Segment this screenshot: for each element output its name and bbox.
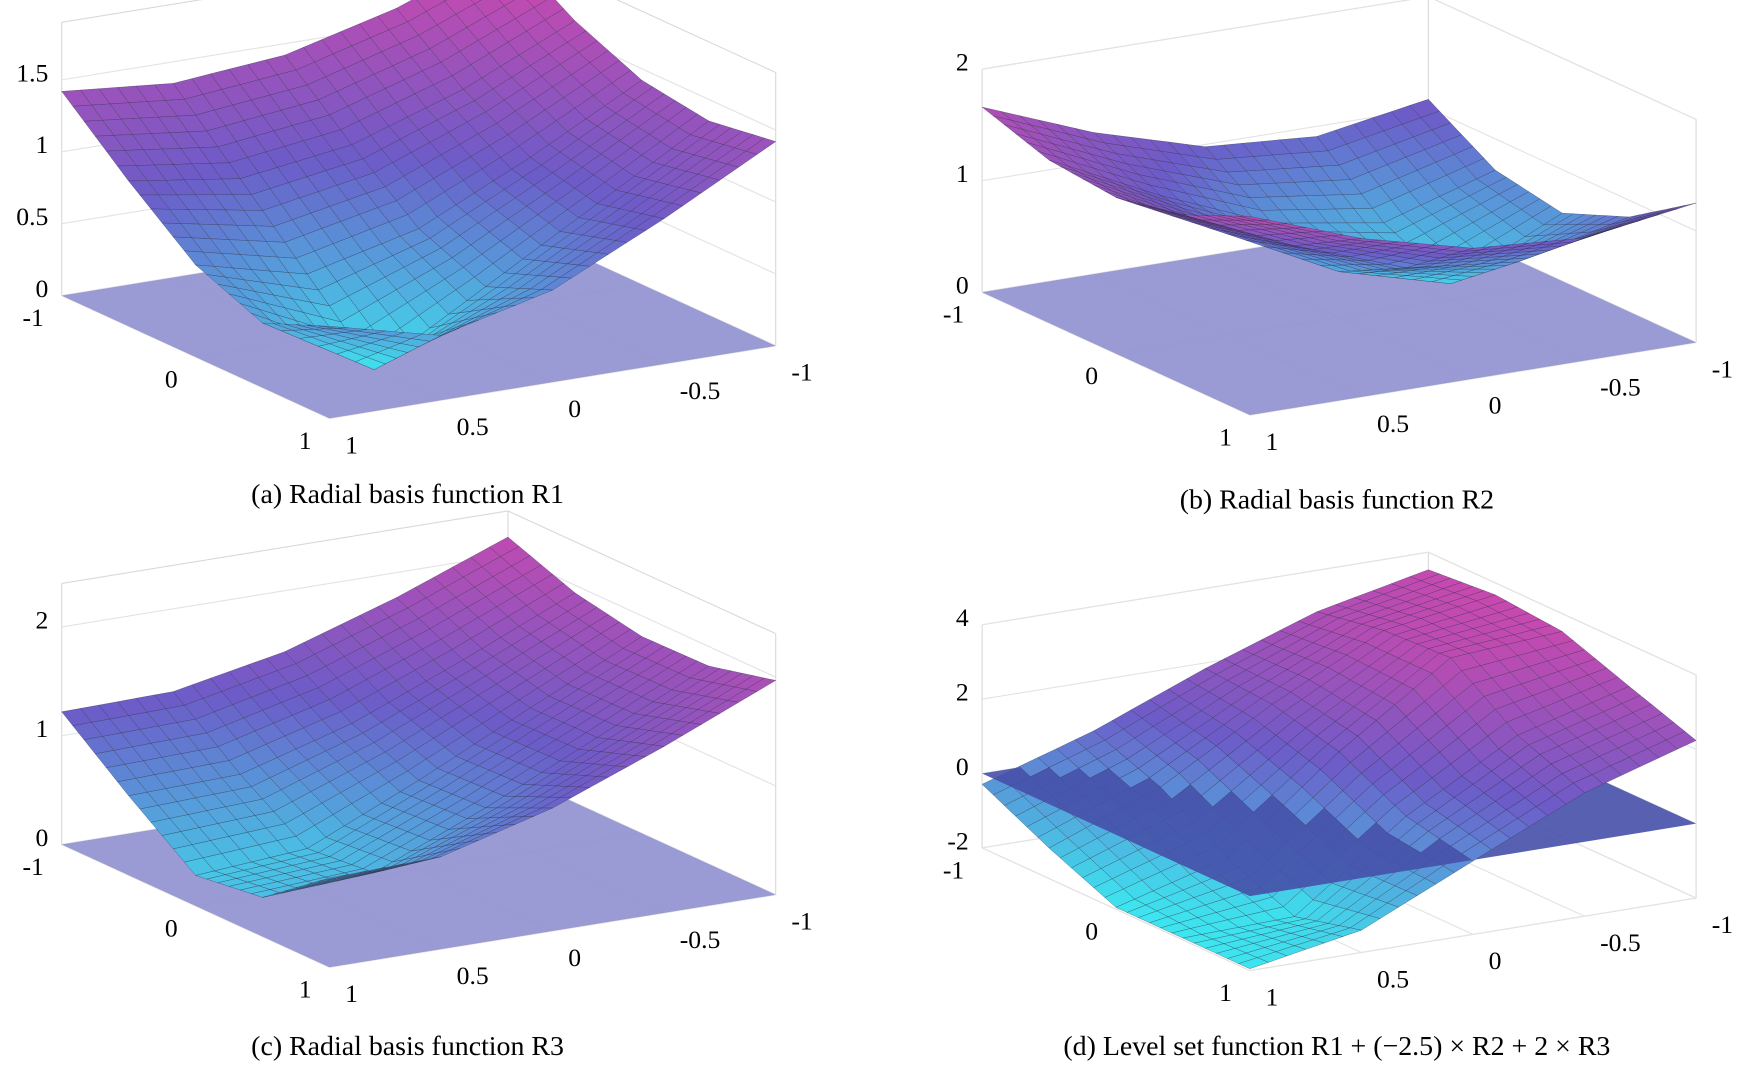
x-tick-label: -0.5 [1600, 373, 1641, 402]
caption: (c) Radial basis function R3 [251, 1031, 564, 1062]
y-tick-label: 0 [165, 913, 178, 942]
z-tick-label: 0 [35, 823, 48, 852]
y-tick-label: -1 [23, 852, 44, 881]
y-tick-label: -1 [943, 300, 964, 329]
y-tick-label: -1 [23, 303, 44, 332]
z-tick-label: 0 [956, 271, 969, 300]
z-tick-label: -2 [947, 826, 968, 855]
x-tick-label: -1 [791, 358, 812, 387]
y-tick-label: 0 [165, 364, 178, 393]
surface-panel: 012-101-1-0.500.51(b) Radial basis funct… [943, 0, 1733, 515]
z-tick-label: 0.5 [16, 202, 48, 231]
level-plane [982, 219, 1697, 416]
surface-panel: 012-101-1-0.500.51(c) Radial basis funct… [23, 510, 813, 1062]
y-tick-label: -1 [943, 855, 964, 884]
z-tick-label: 2 [956, 678, 969, 707]
surface-patch [1238, 957, 1270, 969]
surface-patch [1160, 773, 1191, 800]
axis-box [61, 510, 509, 585]
x-tick-label: 0 [1489, 946, 1502, 975]
z-tick-label: 1 [956, 159, 969, 188]
x-tick-label: 0.5 [457, 961, 489, 990]
x-tick-label: 1 [345, 979, 358, 1008]
y-tick-label: 0 [1085, 361, 1098, 390]
y-tick-label: 1 [1219, 978, 1232, 1007]
surface-panel: -2 0 2 4 -1 0 1 -1 -0.5 0 0.5 1 (d) Level set functi… [943, 551, 1733, 1062]
z-tick-label: 1 [35, 714, 48, 743]
x-tick-label: 1 [1265, 982, 1278, 1011]
x-tick-label: 0.5 [457, 412, 489, 441]
x-tick-label: -1 [1712, 354, 1733, 383]
z-tick-label: 4 [956, 603, 969, 632]
z-tick-label: 0 [35, 274, 48, 303]
z-tick-label: 0 [956, 752, 969, 781]
x-tick-label: 0 [568, 943, 581, 972]
z-tick-label: 1 [35, 130, 48, 159]
z-tick-label: 2 [956, 48, 969, 77]
surface-patch [1048, 758, 1080, 778]
z-tick-label: 1.5 [16, 58, 48, 87]
y-tick-label: 1 [299, 975, 312, 1004]
y-tick-label: 1 [1219, 422, 1232, 451]
x-tick-label: 1 [1265, 427, 1278, 456]
axis-box [507, 510, 776, 635]
x-tick-label: 0.5 [1377, 409, 1409, 438]
surface-patch [1294, 797, 1325, 826]
x-tick-label: -0.5 [1600, 928, 1641, 957]
surface-patch [1409, 831, 1440, 854]
x-tick-label: 0.5 [1377, 964, 1409, 993]
surface-patch [318, 325, 349, 329]
x-tick-label: -1 [1712, 910, 1733, 939]
surface-patch [1242, 784, 1273, 813]
surface-patch [1078, 758, 1109, 779]
surface-patch [1238, 216, 1269, 221]
y-tick-label: 0 [1085, 917, 1098, 946]
x-tick-label: -1 [791, 907, 812, 936]
surface-panel: 00.511.5-101-1-0.500.51(a) Radial basis … [16, 0, 813, 510]
surface-patch [1201, 780, 1232, 808]
y-tick-label: 1 [299, 426, 312, 455]
x-tick-label: 0 [568, 394, 581, 423]
axis-box [61, 0, 203, 23]
surface-patch [1461, 841, 1492, 862]
surface-patch [1666, 202, 1697, 212]
x-grid-line [981, 847, 1251, 972]
z-grid-line [982, 0, 1697, 120]
z-tick-label: 2 [35, 605, 48, 634]
surface-patch [1119, 768, 1150, 788]
surface-patch [1018, 757, 1050, 777]
surface-patch [1346, 811, 1377, 840]
surface-patch [318, 874, 349, 882]
caption: (a) Radial basis function R1 [251, 479, 564, 510]
x-tick-label: -0.5 [680, 376, 721, 405]
x-tick-label: 1 [345, 430, 358, 459]
caption: (d) Level set function R1 + (−2.5) × R2 … [1063, 1031, 1610, 1062]
x-tick-label: -0.5 [680, 925, 721, 954]
x-tick-label: 0 [1489, 391, 1502, 420]
z-grid-line [982, 551, 1697, 676]
caption: (b) Radial basis function R2 [1180, 484, 1494, 515]
axis-box [616, 0, 776, 74]
